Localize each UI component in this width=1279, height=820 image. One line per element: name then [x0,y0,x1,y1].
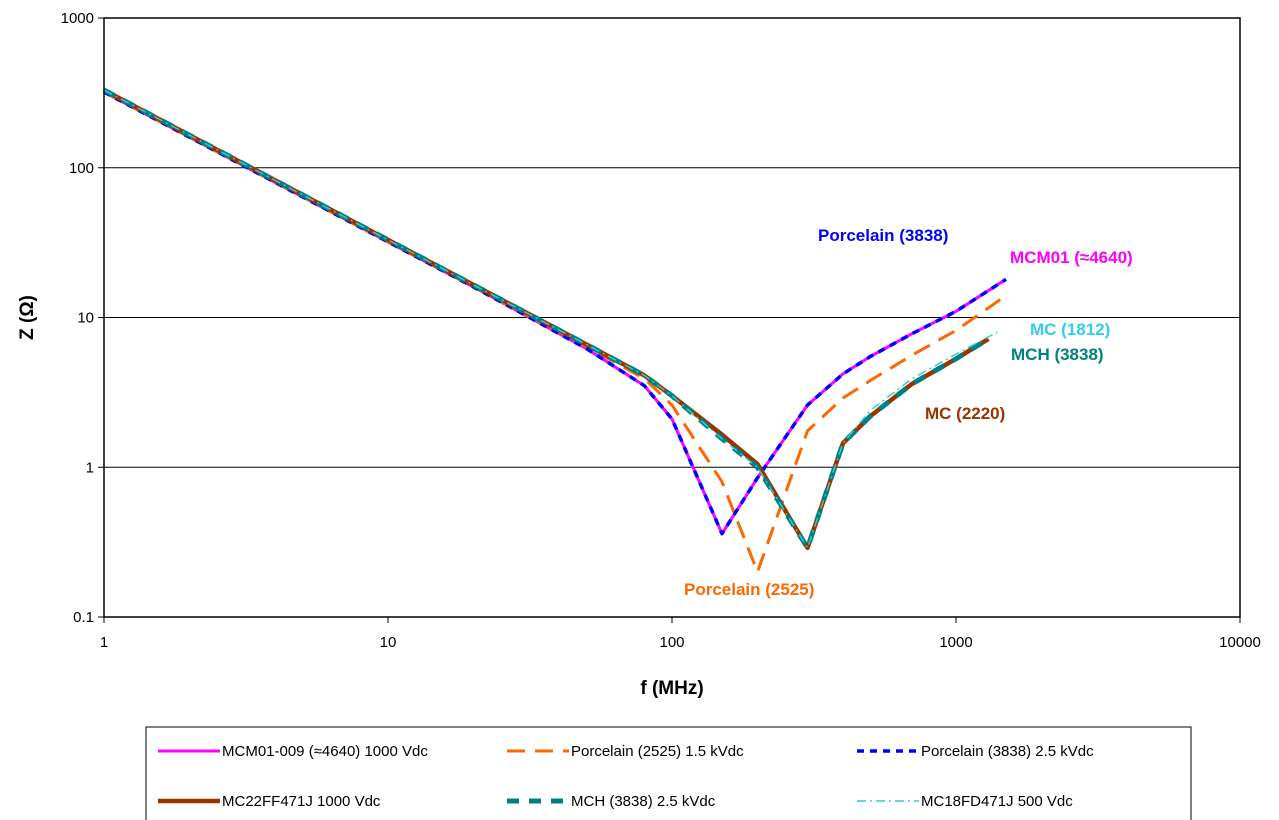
legend-label: MCM01-009 (≈4640) 1000 Vdc [222,743,428,760]
legend-item-4: MC22FF471J 1000 Vdc [158,793,381,810]
legend-label: Porcelain (2525) 1.5 kVdc [571,743,744,760]
legend-label: MCH (3838) 2.5 kVdc [571,793,716,810]
x-axis-title: f (MHz) [640,678,703,699]
legend-label: Porcelain (3838) 2.5 kVdc [921,743,1094,760]
annotation-mch-3838: MCH (3838) [1011,345,1104,364]
legend-item-6: MC18FD471J 500 Vdc [857,793,1073,810]
annotation-mc-1812: MC (1812) [1030,320,1110,339]
legend-box [145,726,1192,820]
annotation-mcm01: MCM01 (≈4640) [1010,248,1133,267]
y-tick-label: 0.1 [73,609,94,626]
y-axis-ticks: 0.1 1 10 100 1000 [61,10,104,626]
series-line-2 [103,90,1007,574]
y-tick-label: 10 [77,310,94,327]
x-tick-label: 10 [380,634,397,651]
x-tick-label: 100 [659,634,684,651]
x-axis-ticks: 1 10 100 1000 10000 [100,617,1261,651]
legend: MCM01-009 (≈4640) 1000 Vdc Porcelain (252… [145,726,1192,820]
legend-item-2: Porcelain (2525) 1.5 kVdc [507,743,744,760]
series-line-3 [103,90,1007,536]
y-tick-label: 1000 [61,10,94,27]
x-tick-label: 1 [100,634,108,651]
annotation-porcelain-2525: Porcelain (2525) [684,580,814,599]
y-axis-title: Z (Ω) [17,295,38,340]
annotation-porcelain-3838: Porcelain (3838) [818,226,948,245]
legend-item-5: MCH (3838) 2.5 kVdc [507,793,716,810]
y-tick-label: 100 [69,160,94,177]
series-line-6 [103,89,998,549]
gridlines [104,167,1240,468]
series-line-4 [102,88,990,551]
legend-item-3: Porcelain (3838) 2.5 kVdc [857,743,1094,760]
x-tick-label: 10000 [1219,634,1261,651]
series-layer [102,87,1007,574]
legend-label: MC22FF471J 1000 Vdc [222,793,381,810]
annotation-mc-2220: MC (2220) [925,404,1005,423]
legend-item-1: MCM01-009 (≈4640) 1000 Vdc [158,743,428,760]
annotations: Porcelain (3838) MCM01 (≈4640) MC (1812)… [684,226,1133,599]
y-tick-label: 1 [86,459,94,476]
x-tick-label: 1000 [939,634,972,651]
legend-label: MC18FD471J 500 Vdc [921,793,1073,810]
